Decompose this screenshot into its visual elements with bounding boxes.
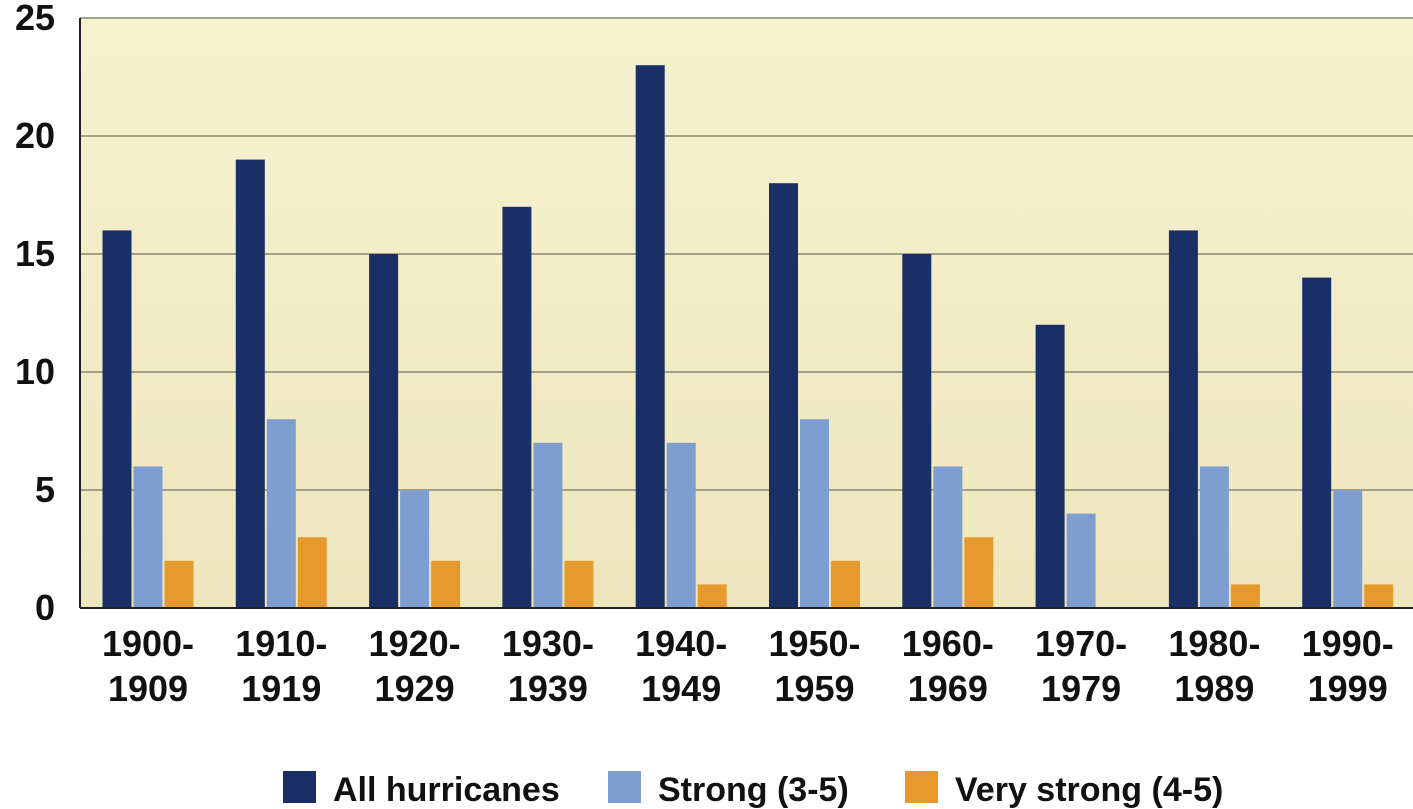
y-tick-label: 15 (15, 233, 55, 274)
bar-very-strong-4-5 (1364, 584, 1394, 608)
x-tick-label: 1919 (241, 668, 321, 709)
x-tick-label: 1950- (768, 623, 860, 664)
x-tick-label: 1979 (1041, 668, 1121, 709)
bar-strong-3-5 (1066, 513, 1096, 608)
bar-strong-3-5 (400, 490, 430, 608)
bars (102, 65, 1394, 609)
x-tick-label: 1969 (908, 668, 988, 709)
bar-very-strong-4-5 (297, 537, 327, 608)
bar-all-hurricanes (635, 65, 665, 608)
bar-strong-3-5 (800, 419, 829, 608)
bar-all-hurricanes (1302, 277, 1332, 608)
legend-swatch (905, 771, 938, 803)
legend: All hurricanes Strong (3-5) Very strong (4… (283, 771, 1223, 809)
x-tick-label: 1920- (369, 623, 461, 664)
bar-all-hurricanes (502, 206, 532, 609)
y-tick-label: 20 (15, 115, 55, 156)
bar-strong-3-5 (1199, 466, 1229, 608)
bar-strong-3-5 (133, 466, 163, 608)
y-tick-label: 5 (35, 469, 55, 510)
bar-very-strong-4-5 (964, 537, 994, 608)
x-tick-label: 1980- (1168, 623, 1260, 664)
bar-strong-3-5 (266, 419, 296, 608)
bar-very-strong-4-5 (697, 584, 727, 608)
bar-strong-3-5 (533, 442, 563, 608)
x-tick-label: 1949 (641, 668, 721, 709)
bar-strong-3-5 (933, 466, 963, 608)
x-tick-labels: 1900-1909 1910-1919 1920-1929 1930-1939 1940… (102, 623, 1394, 709)
legend-swatch (608, 771, 641, 803)
x-tick-label: 1989 (1174, 668, 1254, 709)
y-tick-label: 0 (35, 587, 55, 628)
bar-all-hurricanes (235, 159, 265, 608)
x-tick-label: 1970- (1035, 623, 1127, 664)
bar-all-hurricanes (1035, 324, 1065, 608)
legend-label: Strong (3-5) (658, 771, 849, 809)
bar-all-hurricanes (1168, 230, 1198, 608)
bar-strong-3-5 (1333, 490, 1363, 608)
x-tick-label: 1929 (375, 668, 455, 709)
x-tick-label: 1900- (102, 623, 194, 664)
bar-very-strong-4-5 (1230, 584, 1260, 608)
bar-very-strong-4-5 (431, 560, 461, 608)
x-tick-label: 1959 (774, 668, 854, 709)
bar-strong-3-5 (666, 442, 696, 608)
y-tick-label: 25 (15, 0, 55, 38)
legend-label: All hurricanes (333, 771, 560, 809)
x-tick-label: 1999 (1308, 668, 1388, 709)
bar-very-strong-4-5 (564, 560, 594, 608)
x-tick-label: 1940- (635, 623, 727, 664)
legend-label: Very strong (4-5) (955, 771, 1223, 809)
x-tick-label: 1909 (108, 668, 188, 709)
bar-all-hurricanes (369, 254, 399, 608)
bar-very-strong-4-5 (164, 560, 194, 608)
legend-swatch (283, 771, 316, 803)
bar-very-strong-4-5 (831, 560, 860, 608)
x-tick-label: 1939 (508, 668, 588, 709)
y-tick-labels: 0 5 10 15 20 25 (15, 0, 55, 628)
x-tick-label: 1910- (235, 623, 327, 664)
x-tick-label: 1990- (1302, 623, 1394, 664)
y-tick-label: 10 (15, 351, 55, 392)
x-tick-label: 1930- (502, 623, 594, 664)
bar-all-hurricanes (902, 254, 932, 608)
x-tick-label: 1960- (902, 623, 994, 664)
bar-all-hurricanes (769, 183, 798, 608)
bar-all-hurricanes (102, 230, 132, 608)
